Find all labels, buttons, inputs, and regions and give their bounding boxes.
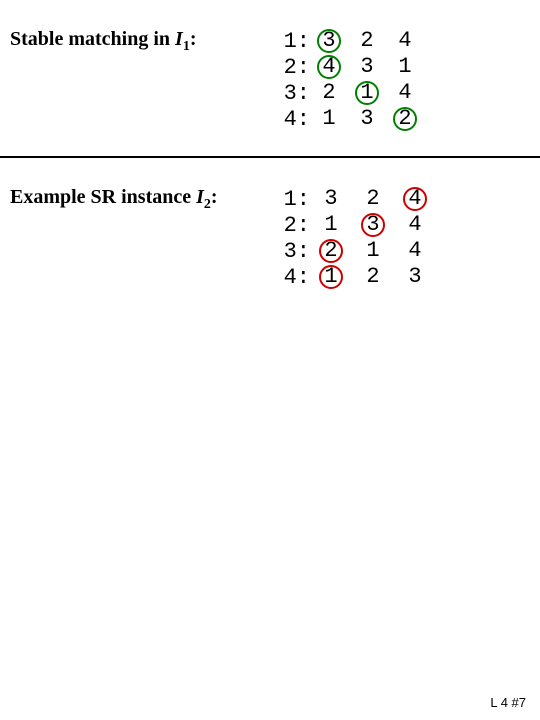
label-var: I [175,28,183,50]
pref-value: 3 [366,212,379,237]
pref-value: 1 [322,106,335,131]
pref-cell: 2 [386,106,424,132]
pref-cell: 1 [310,212,352,238]
pref-value: 1 [324,212,337,237]
row-key: 2: [270,213,310,238]
pref-cell: 2 [310,80,348,106]
pref-value: 1 [398,54,411,79]
pref-cell: 2 [348,28,386,54]
label-stable-matching: Stable matching in I1: [10,28,270,55]
pref-value: 4 [322,54,335,79]
pref-cell: 2 [310,238,352,264]
label-var: I [196,186,204,208]
pref-cell: 4 [310,54,348,80]
pref-cell: 3 [352,212,394,238]
pref-value: 3 [322,28,335,53]
pref-cell: 4 [394,212,436,238]
row-key: 3: [270,239,310,264]
label-prefix: Stable matching in [10,28,175,50]
label-sub: 1 [183,39,190,54]
section-stable-matching: Stable matching in I1: 1:3242:4313:2144:… [0,0,540,156]
row-key: 2: [270,55,310,80]
label-prefix: Example SR instance [10,186,196,208]
pref-value: 3 [360,106,373,131]
row-key: 1: [270,187,310,212]
pref-row: 3: 2 1 4 [270,238,436,264]
pref-cell: 1 [352,238,394,264]
pref-cell: 3 [348,106,386,132]
pref-cell: 3 [348,54,386,80]
pref-cell: 3 [310,186,352,212]
footer-page-ref: L 4 #7 [490,695,526,710]
label-sub: 2 [204,197,211,212]
pref-cell: 2 [352,264,394,290]
pref-cell: 3 [310,28,348,54]
pref-table-1: 1:3242:4313:2144:132 [270,28,424,132]
pref-table-2: 1:3242:1343:2144:123 [270,186,436,290]
label-example-sr: Example SR instance I2: [10,186,270,213]
pref-row: 4: 132 [270,106,424,132]
pref-row: 1: 3 2 4 [270,186,436,212]
pref-cell: 1 [348,80,386,106]
pref-value: 4 [398,28,411,53]
label-suffix: : [211,186,218,208]
pref-value: 2 [366,186,379,211]
pref-value: 2 [324,238,337,263]
pref-cell: 1 [386,54,424,80]
pref-value: 4 [408,186,421,211]
section-example-sr: Example SR instance I2: 1:3242:1343:2144… [0,158,540,290]
pref-row: 3: 214 [270,80,424,106]
pref-row: 1: 324 [270,28,424,54]
row-key: 3: [270,81,310,106]
pref-value: 2 [366,264,379,289]
pref-cell: 1 [310,264,352,290]
pref-cell: 4 [394,186,436,212]
pref-value: 2 [398,106,411,131]
pref-row: 2: 431 [270,54,424,80]
pref-value: 3 [324,186,337,211]
pref-value: 1 [324,264,337,289]
label-suffix: : [190,28,197,50]
pref-cell: 4 [394,238,436,264]
pref-value: 2 [322,80,335,105]
pref-cell: 1 [310,106,348,132]
pref-value: 4 [398,80,411,105]
row-key: 4: [270,107,310,132]
pref-value: 1 [360,80,373,105]
pref-row: 4: 1 2 3 [270,264,436,290]
pref-value: 1 [366,238,379,263]
pref-value: 4 [408,238,421,263]
pref-cell: 2 [352,186,394,212]
pref-value: 2 [360,28,373,53]
pref-value: 3 [408,264,421,289]
row-key: 1: [270,29,310,54]
pref-value: 3 [360,54,373,79]
row-key: 4: [270,265,310,290]
pref-cell: 3 [394,264,436,290]
pref-row: 2: 1 3 4 [270,212,436,238]
pref-cell: 4 [386,28,424,54]
pref-cell: 4 [386,80,424,106]
pref-value: 4 [408,212,421,237]
